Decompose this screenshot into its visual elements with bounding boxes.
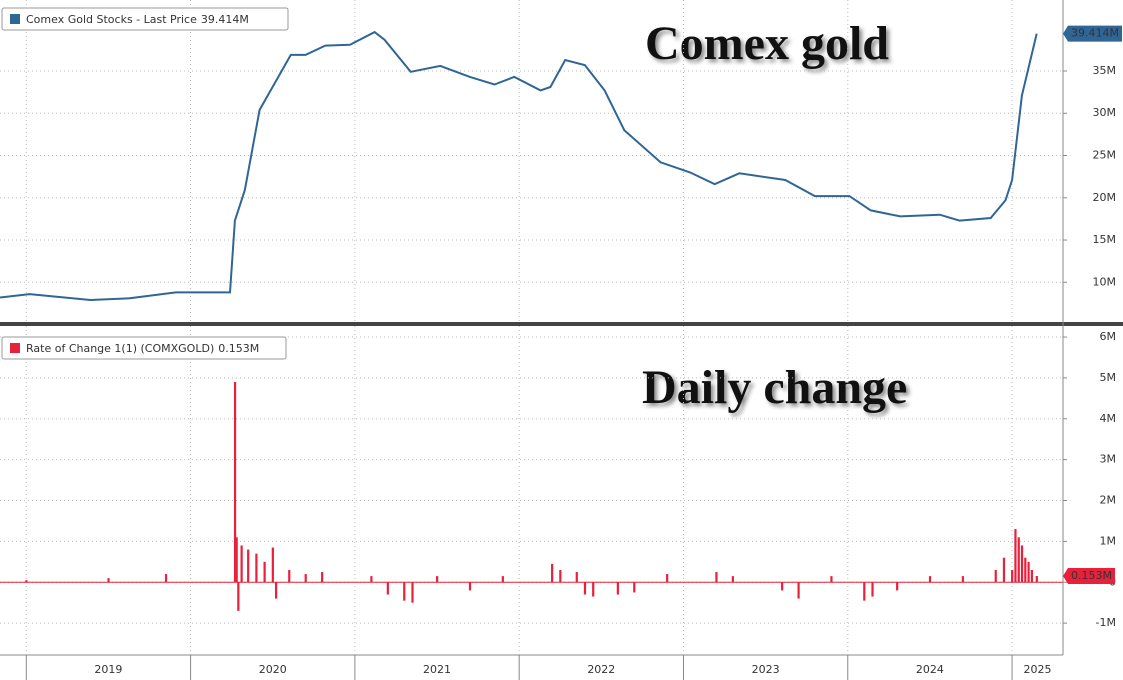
legend-swatch — [10, 14, 20, 24]
y-tick-label: 35M — [1093, 64, 1117, 77]
y-tick-label: 4M — [1100, 412, 1117, 425]
bar — [1011, 569, 1014, 583]
bar — [271, 547, 274, 583]
bar — [575, 572, 578, 583]
line-series — [0, 30, 1038, 302]
y-tick-label: -1M — [1096, 616, 1116, 629]
bar — [994, 569, 997, 583]
x-tick-label: 2019 — [94, 663, 122, 676]
bar — [896, 582, 899, 591]
bar — [304, 574, 307, 583]
y-tick-label: 2M — [1100, 494, 1117, 507]
bar — [247, 549, 250, 583]
bar — [240, 545, 243, 583]
bar — [551, 563, 554, 583]
bar — [666, 574, 669, 583]
bar — [1030, 569, 1033, 583]
bar — [288, 569, 291, 583]
bar — [263, 561, 266, 583]
bar — [107, 578, 110, 583]
y-tick-label: 25M — [1093, 149, 1117, 162]
x-tick-label: 2020 — [259, 663, 287, 676]
y-tick-label: 6M — [1100, 330, 1117, 343]
legend-label: Comex Gold Stocks - Last Price — [26, 13, 197, 26]
bar — [233, 381, 237, 583]
bar — [871, 582, 874, 597]
legend-value: 39.414M — [201, 13, 249, 26]
bar — [559, 569, 562, 583]
bar — [403, 582, 406, 601]
x-tick-label: 2021 — [423, 663, 451, 676]
y-tick-label: 10M — [1093, 275, 1117, 288]
legend-box — [1, 7, 289, 31]
y-tick-label: 3M — [1100, 453, 1117, 466]
bar — [1014, 529, 1017, 583]
y-tick-label: 1M — [1100, 534, 1117, 547]
annotation: Comex gold — [645, 17, 889, 70]
last-value-tag-text: 39.414M — [1071, 27, 1119, 40]
bar — [164, 574, 168, 583]
bar — [501, 576, 504, 583]
bar — [1020, 545, 1024, 583]
bar — [386, 582, 389, 595]
bar — [411, 582, 414, 603]
bar — [715, 572, 718, 583]
legend-swatch — [10, 343, 20, 353]
bar — [583, 582, 587, 595]
bar — [321, 572, 324, 583]
bar — [370, 576, 373, 583]
bar — [237, 582, 240, 611]
bar — [436, 576, 439, 583]
legend-label: Rate of Change 1(1) (COMXGOLD) — [26, 342, 214, 355]
bar — [275, 582, 278, 599]
bar — [781, 582, 784, 591]
bar — [468, 582, 472, 591]
bar — [633, 582, 636, 593]
last-value-tag-text: 0.153M — [1071, 569, 1112, 582]
bar — [1017, 537, 1020, 583]
bar — [863, 582, 866, 601]
y-tick-label: 20M — [1093, 191, 1117, 204]
annotation: Daily change — [642, 361, 907, 414]
bar — [235, 537, 238, 583]
last-value-tag — [1063, 25, 1122, 42]
x-tick-label: 2024 — [916, 663, 944, 676]
bar — [731, 576, 734, 583]
panel-divider — [0, 322, 1123, 326]
bar — [1024, 557, 1027, 583]
bar — [1035, 575, 1038, 583]
bar — [616, 582, 619, 595]
bar — [797, 582, 800, 599]
legend-value: 0.153M — [218, 342, 259, 355]
bar — [830, 576, 833, 583]
bar — [25, 580, 28, 583]
y-tick-label: 5M — [1100, 371, 1117, 384]
y-tick-label: 15M — [1093, 233, 1117, 246]
x-tick-label: 2023 — [752, 663, 780, 676]
bar — [1002, 557, 1006, 583]
y-tick-label: 30M — [1093, 106, 1117, 119]
x-tick-label: 2022 — [587, 663, 615, 676]
bar — [255, 553, 258, 583]
bar — [928, 576, 932, 583]
last-value-tag — [1063, 567, 1115, 584]
legend-box — [1, 336, 287, 360]
bar — [592, 582, 595, 597]
bar — [961, 576, 964, 583]
bar — [1027, 561, 1030, 583]
x-tick-label: 2025 — [1024, 663, 1052, 676]
